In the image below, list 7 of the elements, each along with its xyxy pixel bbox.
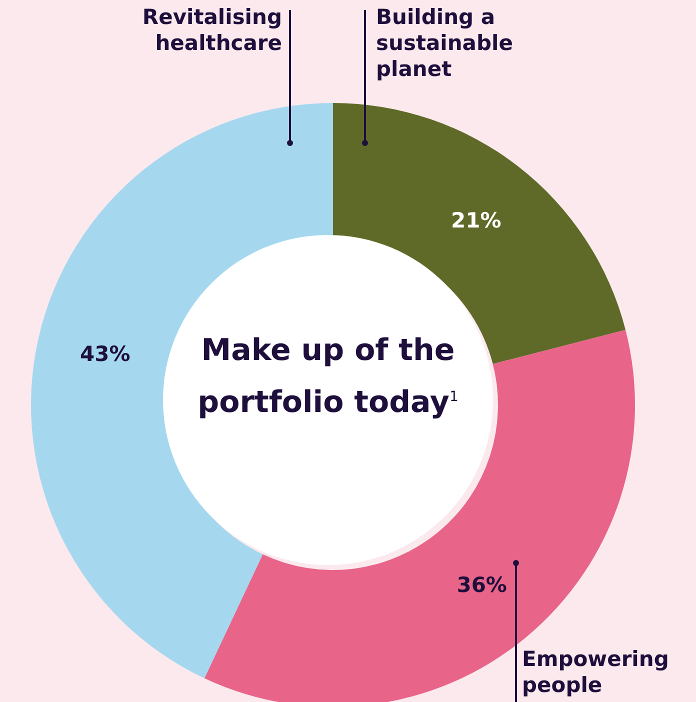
slice-label: Revitalising healthcare — [141, 4, 282, 56]
data-label: 21% — [450, 208, 502, 232]
data-label: 36% — [456, 572, 507, 597]
text: Make up of the portfolio today$^{1}$ — [196, 332, 460, 422]
slice-label: Building a sustainable planet — [376, 4, 514, 82]
slice-label: Empowering people — [522, 646, 670, 698]
data-label: 43% — [80, 342, 130, 366]
